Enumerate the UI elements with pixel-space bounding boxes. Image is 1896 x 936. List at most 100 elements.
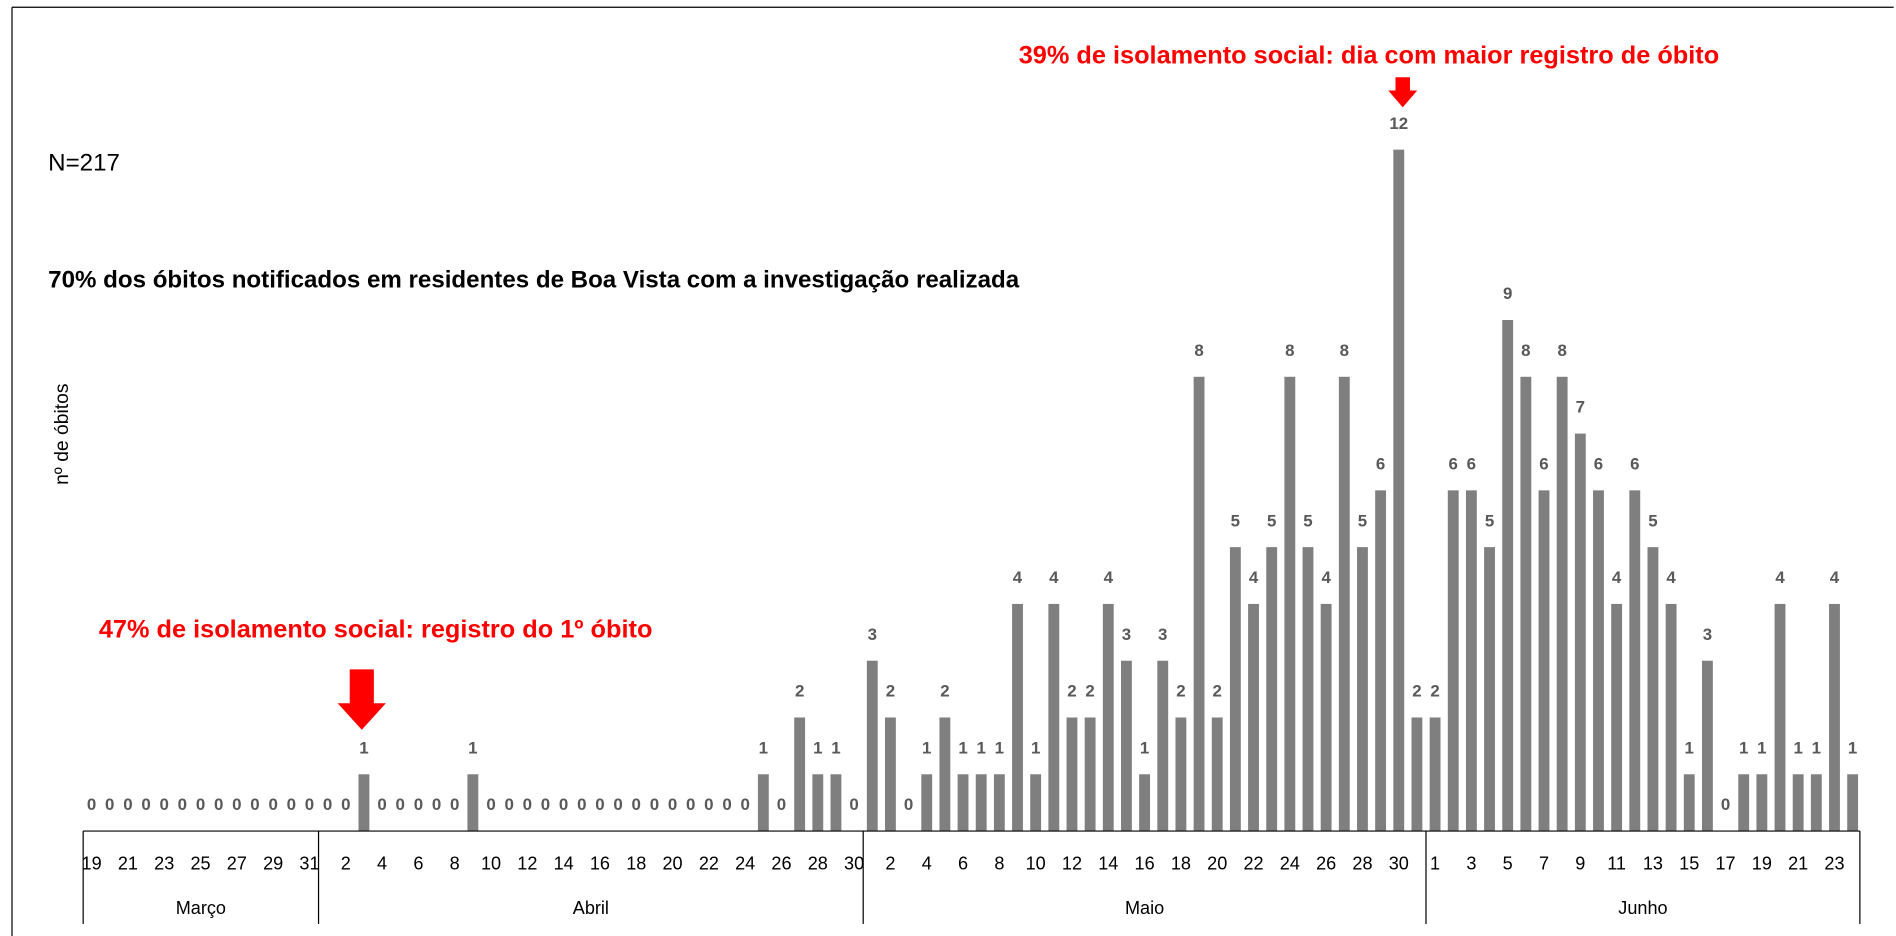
bar bbox=[1411, 717, 1423, 832]
subtitle: 70% dos óbitos notificados em residentes… bbox=[48, 266, 1020, 293]
value-label: 0 bbox=[305, 795, 314, 814]
bar bbox=[467, 774, 479, 832]
x-tick-label: 2 bbox=[885, 854, 895, 874]
bar bbox=[1211, 717, 1223, 832]
value-label: 0 bbox=[87, 795, 96, 814]
bar bbox=[1574, 433, 1586, 832]
x-tick-label: 10 bbox=[1026, 854, 1046, 874]
x-tick-label: 12 bbox=[1062, 854, 1082, 874]
x-tick-label: 11 bbox=[1607, 854, 1626, 874]
x-tick-label: 7 bbox=[1539, 854, 1549, 874]
value-label: 6 bbox=[1449, 454, 1458, 473]
value-label: 4 bbox=[1049, 568, 1059, 587]
x-tick-label: 5 bbox=[1503, 854, 1513, 874]
value-label: 4 bbox=[1830, 568, 1840, 587]
month-label: Maio bbox=[1125, 898, 1164, 918]
x-tick-label: 13 bbox=[1643, 854, 1663, 874]
x-tick-label: 26 bbox=[771, 854, 791, 874]
x-tick-label: 24 bbox=[735, 854, 755, 874]
bar bbox=[1792, 774, 1804, 832]
value-label: 0 bbox=[396, 795, 405, 814]
bar bbox=[1465, 490, 1477, 832]
value-label: 2 bbox=[940, 682, 949, 701]
month-label: Março bbox=[176, 898, 226, 918]
bar bbox=[1357, 547, 1368, 832]
value-label: 1 bbox=[1812, 738, 1821, 757]
x-tick-label: 10 bbox=[481, 854, 501, 874]
bar bbox=[1593, 490, 1604, 832]
value-label: 8 bbox=[1557, 341, 1566, 360]
x-tick-label: 8 bbox=[994, 854, 1004, 874]
x-tick-label: 4 bbox=[922, 854, 932, 874]
value-label: 0 bbox=[613, 795, 622, 814]
value-label: 6 bbox=[1539, 454, 1548, 473]
bar bbox=[1302, 547, 1314, 832]
value-label: 7 bbox=[1576, 398, 1585, 417]
bar bbox=[1102, 603, 1114, 832]
x-tick-label: 9 bbox=[1575, 854, 1585, 874]
x-tick-label: 21 bbox=[118, 854, 138, 874]
value-label: 0 bbox=[341, 795, 350, 814]
value-label: 0 bbox=[1721, 795, 1730, 814]
value-label: 5 bbox=[1648, 511, 1657, 530]
x-tick-label: 19 bbox=[1752, 854, 1772, 874]
x-tick-label: 1 bbox=[1430, 854, 1440, 874]
bar bbox=[1829, 603, 1840, 832]
bar bbox=[1139, 774, 1151, 832]
value-label: 2 bbox=[1213, 682, 1222, 701]
value-label: 0 bbox=[414, 795, 423, 814]
x-tick-label: 14 bbox=[554, 854, 574, 874]
value-label: 8 bbox=[1340, 341, 1349, 360]
bar bbox=[884, 717, 896, 832]
bar bbox=[1647, 547, 1659, 832]
bar bbox=[1756, 774, 1768, 832]
value-label: 5 bbox=[1267, 511, 1276, 530]
value-label: 0 bbox=[704, 795, 713, 814]
value-label: 0 bbox=[105, 795, 114, 814]
bar bbox=[1030, 774, 1042, 832]
x-tick-label: 6 bbox=[958, 854, 968, 874]
bar bbox=[1157, 660, 1169, 832]
value-label: 0 bbox=[287, 795, 296, 814]
x-tick-label: 16 bbox=[1135, 854, 1155, 874]
x-tick-label: 23 bbox=[1824, 854, 1844, 874]
bar bbox=[812, 774, 824, 832]
value-label: 1 bbox=[922, 738, 931, 757]
bar bbox=[1393, 149, 1405, 832]
x-tick-label: 27 bbox=[227, 854, 247, 874]
bar bbox=[939, 717, 951, 832]
value-label: 4 bbox=[1104, 568, 1114, 587]
value-label: 12 bbox=[1389, 114, 1408, 133]
bar bbox=[1429, 717, 1441, 832]
bar bbox=[1556, 376, 1568, 832]
value-label: 1 bbox=[831, 738, 840, 757]
bar bbox=[1447, 490, 1459, 832]
x-tick-label: 14 bbox=[1098, 854, 1118, 874]
x-tick-label: 22 bbox=[699, 854, 719, 874]
value-label: 4 bbox=[1666, 568, 1676, 587]
value-label: 1 bbox=[813, 738, 822, 757]
month-label: Abril bbox=[573, 898, 609, 918]
month-label: Junho bbox=[1618, 898, 1667, 918]
bar bbox=[1520, 376, 1532, 832]
value-label: 3 bbox=[1703, 625, 1712, 644]
value-label: 2 bbox=[886, 682, 895, 701]
x-tick-label: 8 bbox=[450, 854, 460, 874]
x-tick-label: 4 bbox=[377, 854, 387, 874]
bar bbox=[1048, 603, 1060, 832]
value-label: 0 bbox=[196, 795, 205, 814]
bar bbox=[1066, 717, 1078, 832]
value-label: 0 bbox=[268, 795, 277, 814]
value-label: 0 bbox=[432, 795, 441, 814]
value-label: 0 bbox=[178, 795, 187, 814]
x-tick-label: 31 bbox=[299, 854, 319, 874]
value-label: 2 bbox=[1085, 682, 1094, 701]
n-label: N=217 bbox=[48, 149, 120, 176]
value-label: 0 bbox=[595, 795, 604, 814]
value-label: 8 bbox=[1194, 341, 1203, 360]
bar bbox=[1338, 376, 1350, 832]
bar bbox=[1683, 774, 1695, 832]
value-label: 0 bbox=[904, 795, 913, 814]
value-label: 4 bbox=[1321, 568, 1331, 587]
